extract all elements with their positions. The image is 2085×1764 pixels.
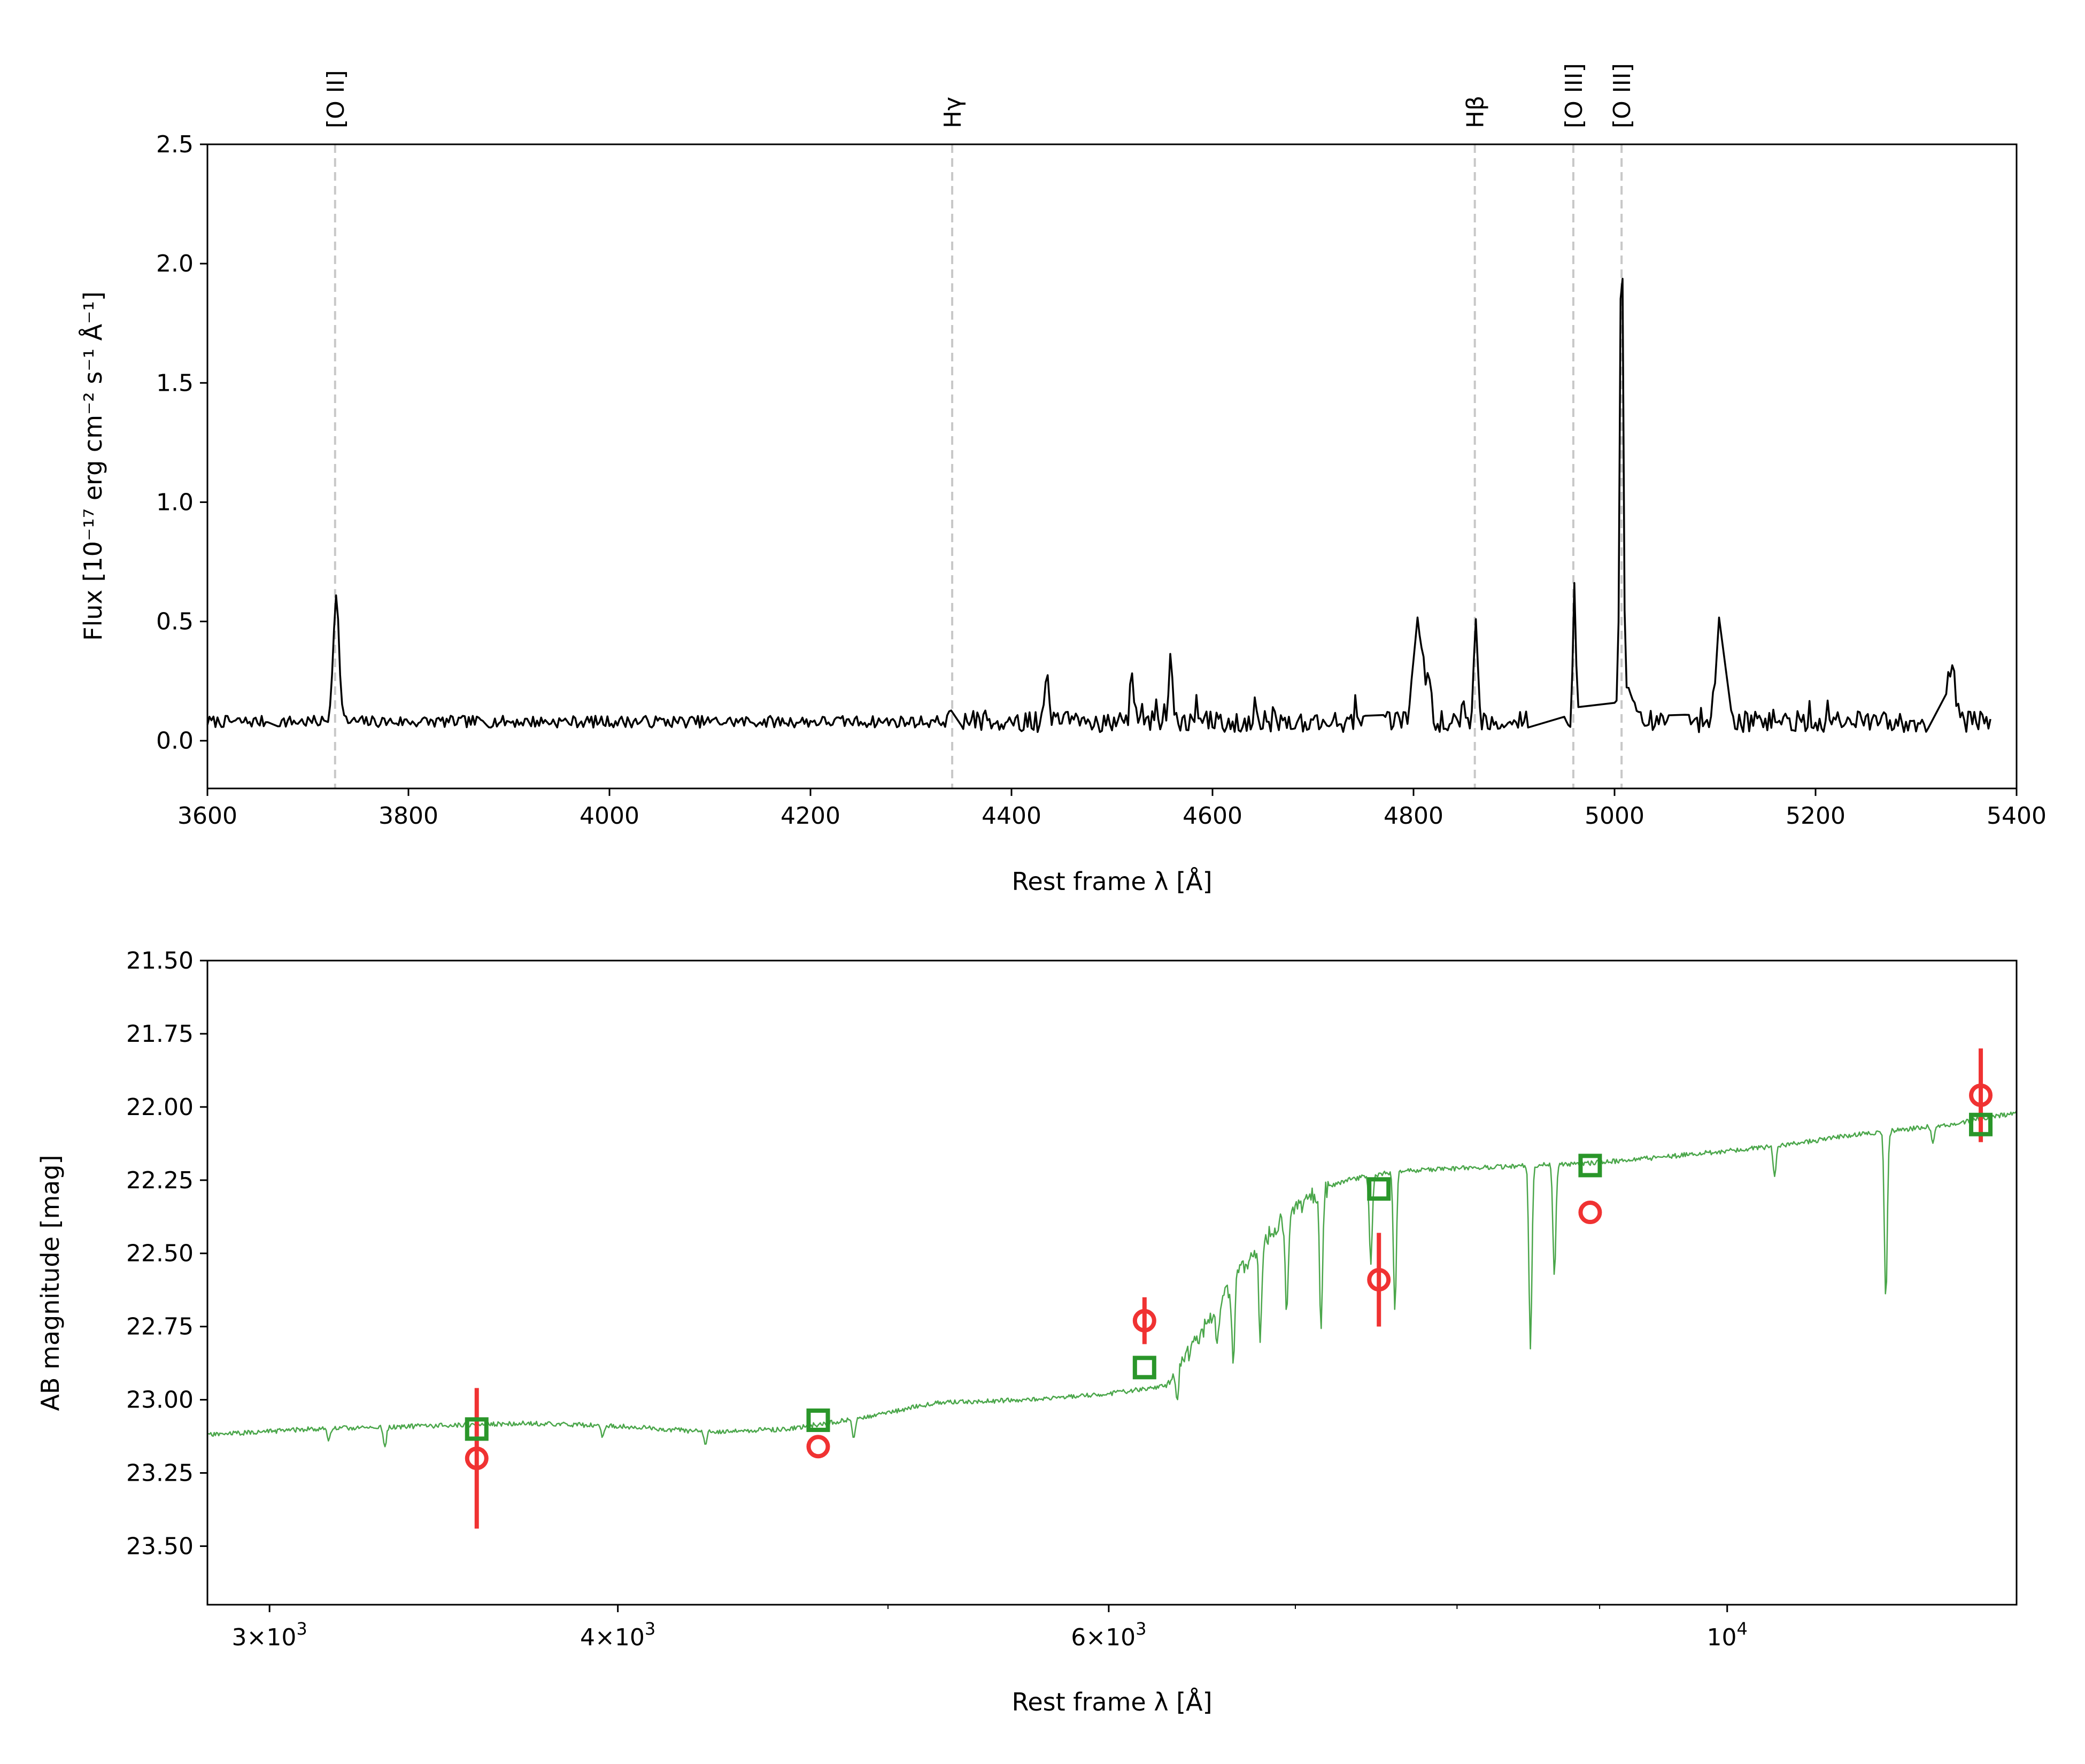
spectrum-x-tick-label: 4000 bbox=[580, 802, 639, 830]
sed-y-axis-label: AB magnitude [mag] bbox=[36, 1155, 65, 1411]
model-photometry-point bbox=[1132, 1356, 1156, 1380]
observed-photometry-point bbox=[806, 1435, 830, 1459]
sed-y-tick-label: 22.50 bbox=[126, 1240, 194, 1267]
observed-error-bars bbox=[474, 1048, 1983, 1529]
spectrum-axes-frame bbox=[206, 143, 2018, 790]
observed-photometry-point bbox=[1367, 1268, 1391, 1292]
spectrum-y-tick-label: 2.5 bbox=[156, 131, 194, 158]
spectrum-y-tick-label: 0.0 bbox=[156, 728, 194, 755]
spectrum-x-tick-label: 4400 bbox=[982, 802, 1041, 830]
sed-x-ticks: 3×103 4×103 6×103 104 bbox=[232, 1605, 1748, 1651]
emission-line-label: [O III] bbox=[1561, 63, 1588, 128]
emission-line-label: Hγ bbox=[939, 97, 967, 128]
observed-photometry-point bbox=[465, 1446, 489, 1471]
model-photometry-point bbox=[1367, 1177, 1391, 1201]
emission-line-labels: [O II] Hγ Hβ [O III] [O III] bbox=[322, 63, 1636, 128]
spectrum-x-tick-label: 5200 bbox=[1786, 802, 1845, 830]
sed-panel: 3×103 4×103 6×103 104 21.5021.7522.0022.252… bbox=[36, 947, 2018, 1716]
sed-y-tick-label: 22.25 bbox=[126, 1167, 194, 1194]
observed-photometry-point bbox=[1132, 1309, 1156, 1333]
model-photometry-point bbox=[1969, 1112, 1993, 1136]
sed-x-tick-label: 104 bbox=[1707, 1619, 1748, 1651]
spectrum-y-tick-label: 1.0 bbox=[156, 489, 194, 516]
sed-x-axis-label: Rest frame λ [Å] bbox=[1011, 1688, 1212, 1716]
observed-photometry-point bbox=[1969, 1083, 1993, 1107]
model-photometry-point bbox=[465, 1417, 489, 1441]
sed-y-tick-label: 23.50 bbox=[126, 1533, 194, 1560]
observed-photometry-markers bbox=[465, 1083, 1993, 1471]
spectrum-x-tick-label: 5000 bbox=[1585, 802, 1644, 830]
spectrum-x-tick-label: 4200 bbox=[781, 802, 840, 830]
model-photometry-markers bbox=[465, 1112, 1993, 1441]
model-photometry-point bbox=[1578, 1154, 1602, 1178]
sed-y-tick-label: 21.50 bbox=[126, 947, 194, 974]
spectrum-y-tick-label: 1.5 bbox=[156, 369, 194, 397]
spectrum-y-axis-label: Flux [10⁻¹⁷ erg cm⁻² s⁻¹ Å⁻¹] bbox=[79, 291, 107, 641]
spectrum-y-ticks: 0.0 0.5 1.0 1.5 2.0 2.5 bbox=[156, 131, 207, 755]
spectrum-panel: [O II] Hγ Hβ [O III] [O III] 3600 3800 4000 420… bbox=[79, 63, 2047, 896]
emission-line-label: [O III] bbox=[1609, 63, 1636, 128]
sed-y-tick-label: 22.00 bbox=[126, 1094, 194, 1121]
spectrum-x-tick-label: 3800 bbox=[379, 802, 438, 830]
sed-y-tick-label: 23.00 bbox=[126, 1387, 194, 1414]
model-sed-line bbox=[207, 1110, 2018, 1448]
spectrum-line bbox=[206, 277, 1991, 733]
model-photometry-point bbox=[806, 1408, 830, 1432]
sed-x-tick-label: 3×103 bbox=[232, 1619, 307, 1651]
spectrum-y-tick-label: 2.0 bbox=[156, 250, 194, 277]
emission-line-label: Hβ bbox=[1462, 96, 1489, 128]
sed-y-tick-label: 21.75 bbox=[126, 1020, 194, 1048]
spectrum-x-tick-label: 4800 bbox=[1384, 802, 1443, 830]
sed-x-tick-label: 6×103 bbox=[1071, 1619, 1146, 1651]
spectrum-x-axis-label: Rest frame λ [Å] bbox=[1011, 867, 1212, 896]
sed-y-tick-label: 23.25 bbox=[126, 1460, 194, 1487]
spectrum-x-tick-label: 4600 bbox=[1183, 802, 1242, 830]
spectrum-x-tick-label: 3600 bbox=[177, 802, 237, 830]
observed-photometry-point bbox=[1578, 1201, 1602, 1225]
sed-axes-frame bbox=[206, 960, 2018, 1606]
emission-line-markers bbox=[334, 144, 1623, 788]
emission-line-label: [O II] bbox=[322, 70, 350, 128]
spectrum-x-ticks: 3600 3800 4000 4200 4400 4600 4800 5000 5200 5400 bbox=[177, 788, 2047, 830]
sed-y-tick-label: 22.75 bbox=[126, 1313, 194, 1341]
sed-x-tick-label: 4×103 bbox=[580, 1619, 655, 1651]
spectrum-x-tick-label: 5400 bbox=[1987, 802, 2047, 830]
sed-y-ticks: 21.50 21.75 22.00 22.25 22.50 22.75 23.00 23.25… bbox=[126, 947, 207, 1560]
spectrum-y-tick-label: 0.5 bbox=[156, 608, 194, 636]
